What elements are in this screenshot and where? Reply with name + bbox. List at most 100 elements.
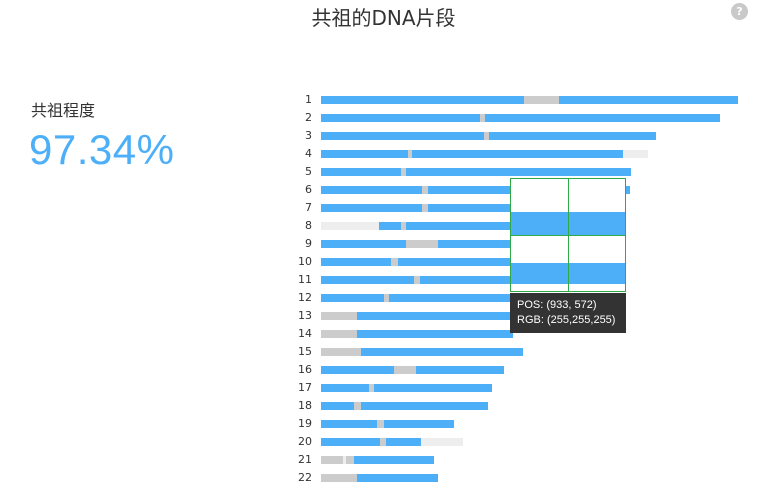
chromosome-label: 5 xyxy=(305,165,312,178)
chromosome-row-11: 11 xyxy=(0,271,767,289)
segment-gap[interactable] xyxy=(321,330,358,338)
segment-gap[interactable] xyxy=(393,366,416,374)
chromosome-row-2: 2 xyxy=(0,109,767,127)
segment-match[interactable] xyxy=(321,114,481,122)
segment-match[interactable] xyxy=(405,168,631,176)
chromosome-label: 16 xyxy=(298,363,312,376)
segment-match[interactable] xyxy=(357,312,513,320)
segment-match[interactable] xyxy=(405,222,513,230)
segment-match[interactable] xyxy=(321,96,525,104)
chromosome-row-1: 1 xyxy=(0,91,767,109)
page-title: 共祖的DNA片段 xyxy=(311,6,456,30)
chromosome-label: 11 xyxy=(298,273,312,286)
segment-gap[interactable] xyxy=(346,456,355,464)
chromosome-row-21: 21 xyxy=(0,451,767,469)
segment-gap[interactable] xyxy=(377,420,384,428)
segment-match[interactable] xyxy=(386,438,422,446)
segment-gap[interactable] xyxy=(383,294,389,302)
segment-match[interactable] xyxy=(321,420,378,428)
segment-match[interactable] xyxy=(321,132,484,140)
segment-gap[interactable] xyxy=(354,402,362,410)
tooltip-pos-row: POS: (933, 572) xyxy=(517,298,619,313)
segment-match[interactable] xyxy=(321,384,370,392)
segment-gap[interactable] xyxy=(321,312,358,320)
segment-gap[interactable] xyxy=(391,258,398,266)
segment-match[interactable] xyxy=(378,222,401,230)
segment-match[interactable] xyxy=(427,204,513,212)
segment-match[interactable] xyxy=(489,132,657,140)
segment-match[interactable] xyxy=(321,366,394,374)
segment-gap[interactable] xyxy=(524,96,560,104)
segment-match[interactable] xyxy=(321,240,406,248)
tooltip-rgb-label: RGB: xyxy=(517,314,544,326)
segment-match[interactable] xyxy=(321,294,384,302)
segment-match[interactable] xyxy=(357,330,513,338)
tooltip-rgb-value: (255,255,255) xyxy=(546,314,616,326)
segment-match[interactable] xyxy=(321,438,381,446)
segment-match[interactable] xyxy=(415,366,505,374)
chromosome-label: 19 xyxy=(298,417,312,430)
segment-match[interactable] xyxy=(321,150,408,158)
segment-gap[interactable] xyxy=(421,204,428,212)
segment-gap[interactable] xyxy=(321,348,362,356)
segment-match[interactable] xyxy=(419,276,513,284)
chromosome-label: 15 xyxy=(298,345,312,358)
segment-match[interactable] xyxy=(321,402,355,410)
chromosome-label: 1 xyxy=(305,93,312,106)
chromosome-label: 10 xyxy=(298,255,312,268)
segment-match[interactable] xyxy=(411,150,623,158)
chromosome-label: 17 xyxy=(298,381,312,394)
segment-match[interactable] xyxy=(354,456,434,464)
segment-match[interactable] xyxy=(321,204,422,212)
segment-match[interactable] xyxy=(388,294,513,302)
segment-gap[interactable] xyxy=(400,222,406,230)
chromosome-row-6: 6 xyxy=(0,181,767,199)
segment-rest[interactable] xyxy=(421,438,463,446)
chromosome-row-22: 22 xyxy=(0,469,767,487)
chromosome-row-19: 19 xyxy=(0,415,767,433)
segment-match[interactable] xyxy=(427,186,517,194)
chromosome-row-13: 13 xyxy=(0,307,767,325)
segment-gap[interactable] xyxy=(369,384,375,392)
segment-gap[interactable] xyxy=(421,186,428,194)
segment-gap[interactable] xyxy=(321,456,344,464)
segment-match[interactable] xyxy=(383,420,455,428)
segment-match[interactable] xyxy=(321,168,401,176)
segment-gap[interactable] xyxy=(380,438,387,446)
chromosome-label: 20 xyxy=(298,435,312,448)
segment-gap[interactable] xyxy=(321,474,358,482)
chromosome-row-9: 9 xyxy=(0,235,767,253)
chromosome-row-5: 5 xyxy=(0,163,767,181)
segment-match[interactable] xyxy=(559,96,738,104)
segment-match[interactable] xyxy=(485,114,720,122)
chromosome-label: 8 xyxy=(305,219,312,232)
segment-match[interactable] xyxy=(321,186,422,194)
segment-rest[interactable] xyxy=(321,222,379,230)
chromosome-row-10: 10 xyxy=(0,253,767,271)
segment-match[interactable] xyxy=(397,258,513,266)
segment-gap[interactable] xyxy=(405,240,438,248)
help-icon[interactable]: ? xyxy=(731,3,748,20)
segment-match[interactable] xyxy=(437,240,513,248)
chromosome-label: 7 xyxy=(305,201,312,214)
segment-gap[interactable] xyxy=(483,132,490,140)
segment-match[interactable] xyxy=(374,384,493,392)
ancestry-label: 共祖程度 xyxy=(31,101,96,120)
magnifier-loupe xyxy=(510,178,626,292)
segment-match[interactable] xyxy=(357,474,438,482)
segment-gap[interactable] xyxy=(407,150,412,158)
segment-match[interactable] xyxy=(361,348,523,356)
segment-rest[interactable] xyxy=(343,456,346,464)
chromosome-row-8: 8 xyxy=(0,217,767,235)
chromosome-label: 9 xyxy=(305,237,312,250)
tooltip-rgb-row: RGB: (255,255,255) xyxy=(517,313,619,328)
chromosome-row-18: 18 xyxy=(0,397,767,415)
chromosome-label: 2 xyxy=(305,111,312,124)
segment-rest[interactable] xyxy=(622,150,649,158)
segment-match[interactable] xyxy=(321,258,392,266)
segment-match[interactable] xyxy=(321,276,414,284)
segment-gap[interactable] xyxy=(480,114,486,122)
segment-gap[interactable] xyxy=(400,168,406,176)
segment-match[interactable] xyxy=(361,402,489,410)
segment-gap[interactable] xyxy=(413,276,420,284)
